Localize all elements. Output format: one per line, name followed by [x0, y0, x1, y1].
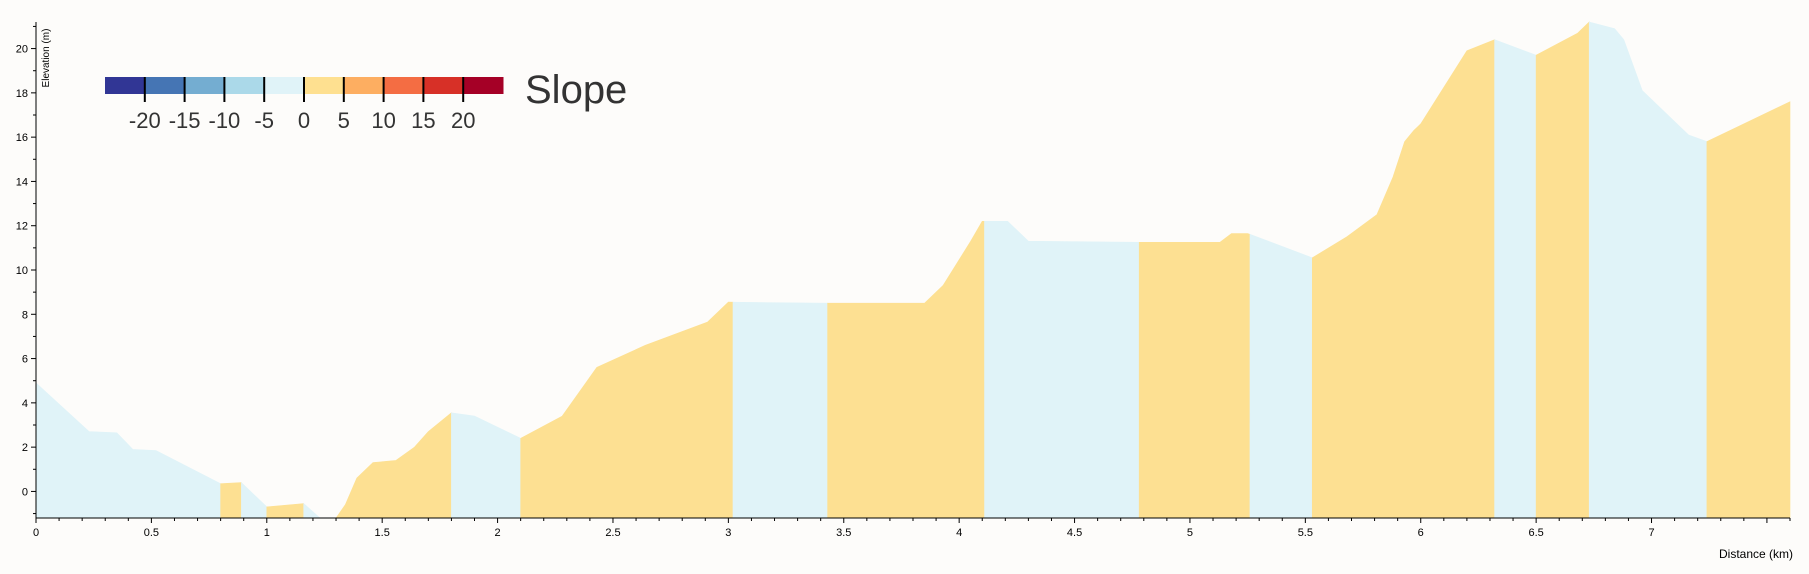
y-tick-label: 14 — [16, 176, 28, 188]
y-tick-label: 18 — [16, 88, 28, 100]
y-tick-label: 8 — [22, 309, 28, 321]
segment-downhill — [451, 412, 522, 519]
segment-uphill — [1311, 39, 1495, 519]
x-tick-label: 3 — [725, 527, 731, 539]
segment-uphill — [266, 503, 305, 519]
legend-tick-label: -10 — [209, 108, 241, 133]
legend-swatch — [184, 77, 225, 94]
legend-tick-label: -15 — [169, 108, 201, 133]
x-tick-label: 4 — [956, 527, 962, 539]
segment-downhill — [241, 481, 268, 519]
x-tick-label: 3.5 — [836, 527, 851, 539]
y-tick-label: 12 — [16, 221, 28, 233]
legend-tick-label: -20 — [129, 108, 161, 133]
legend-swatch — [264, 77, 305, 94]
x-tick-label: 2 — [495, 527, 501, 539]
legend-tick-label: 0 — [298, 108, 310, 133]
legend-swatch — [343, 77, 385, 94]
segment-uphill — [827, 221, 985, 519]
legend-tick-label: 10 — [371, 108, 395, 133]
segment-uphill — [1535, 21, 1590, 519]
segment-uphill — [326, 412, 452, 519]
x-tick-label: 1.5 — [375, 527, 390, 539]
legend-tick-label: -5 — [254, 108, 274, 133]
x-tick-label: 4.5 — [1067, 527, 1082, 539]
legend-swatch — [383, 77, 424, 94]
x-tick-label: 1 — [264, 527, 270, 539]
y-axis-title: Elevation (m) — [41, 29, 52, 88]
legend-swatch — [144, 77, 186, 94]
y-tick-label: 10 — [16, 265, 28, 277]
legend-ticks: -20 -15 -10 -5 0 5 10 15 20 — [129, 77, 475, 133]
y-tick-label: 16 — [16, 132, 28, 144]
segment-downhill — [35, 382, 221, 519]
slope-legend: -20 -15 -10 -5 0 5 10 15 20 Slope — [105, 68, 627, 133]
x-tick-label: 7 — [1648, 527, 1654, 539]
segment-uphill — [1138, 233, 1251, 519]
legend-swatch — [224, 77, 265, 94]
legend-swatch — [423, 77, 464, 94]
x-tick-label: 2.5 — [605, 527, 620, 539]
y-tick-label: 20 — [16, 44, 28, 56]
y-tick-label: 2 — [22, 442, 28, 454]
x-axis-title: Distance (km) — [1719, 547, 1793, 561]
legend-swatch — [463, 77, 504, 94]
segment-downhill — [984, 221, 1140, 519]
legend-swatch — [105, 77, 146, 94]
x-tick-label: 0 — [33, 527, 39, 539]
x-axis: 0 0.5 1 1.5 2 2.5 3 3.5 4 4.5 5 5.5 6 6.5 7 — [33, 517, 1791, 539]
x-tick-label: 5.5 — [1298, 527, 1313, 539]
legend-tick-label: 15 — [411, 108, 435, 133]
legend-tick-label: 20 — [451, 108, 475, 133]
x-tick-label: 6.5 — [1528, 527, 1543, 539]
segment-downhill — [303, 502, 327, 519]
x-tick-label: 0.5 — [144, 527, 159, 539]
y-tick-label: 6 — [22, 354, 28, 366]
legend-title: Slope — [525, 68, 627, 112]
segment-uphill — [520, 301, 734, 519]
segment-downhill — [732, 301, 828, 519]
legend-swatches — [105, 77, 504, 94]
legend-tick-label: 5 — [338, 108, 350, 133]
y-tick-label: 0 — [22, 486, 28, 498]
legend-swatch — [304, 77, 345, 94]
profile-areas — [35, 21, 1791, 519]
segment-downhill — [1494, 39, 1537, 519]
x-tick-label: 5 — [1187, 527, 1193, 539]
segment-uphill — [1706, 101, 1791, 519]
segment-downhill — [1588, 21, 1708, 519]
segment-downhill — [1249, 233, 1313, 519]
x-tick-label: 6 — [1418, 527, 1424, 539]
y-axis: 0 2 4 6 8 10 12 14 16 18 20 — [16, 22, 37, 518]
segment-uphill — [220, 482, 242, 519]
y-tick-label: 4 — [22, 398, 28, 410]
